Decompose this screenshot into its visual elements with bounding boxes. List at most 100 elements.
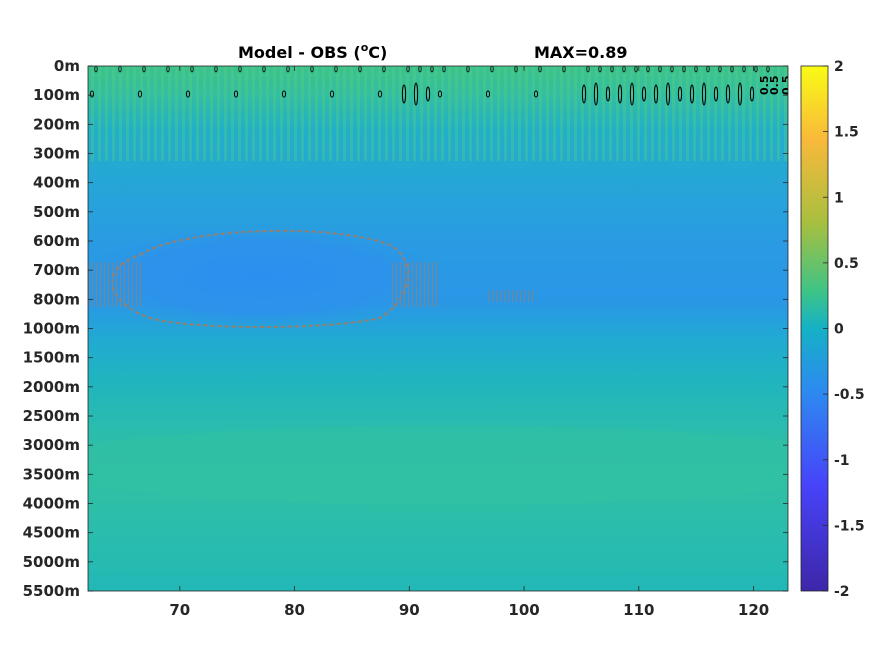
contour-oval — [166, 66, 170, 73]
cold-core — [88, 225, 450, 329]
contour-oval — [689, 84, 695, 104]
y-tick-label: 100m — [33, 86, 80, 104]
contour-oval — [490, 66, 494, 73]
contour-oval — [677, 86, 683, 102]
contour-oval — [262, 66, 266, 73]
x-tick-label: 120 — [738, 601, 769, 619]
plot-area: 0.5 0.5 0.5 — [88, 66, 793, 591]
contour-oval — [142, 66, 146, 73]
grey-contour-hatch-right — [390, 262, 440, 307]
contour-oval — [418, 66, 422, 73]
contour-oval — [754, 66, 758, 73]
chart-title-unit: C) — [368, 43, 387, 62]
contour-oval — [466, 66, 470, 73]
colorbar-tick-label: -2 — [834, 584, 850, 600]
y-tick-label: 2500m — [23, 407, 80, 425]
y-tick-label: 600m — [33, 232, 80, 250]
contour-oval — [329, 90, 335, 98]
contour-oval — [742, 66, 746, 73]
y-tick-label: 300m — [33, 145, 80, 163]
contour-oval — [310, 66, 314, 73]
contour-label: 0.5 — [780, 76, 793, 96]
contour-oval — [377, 90, 383, 98]
contour-oval — [118, 66, 122, 73]
x-tick-label: 90 — [399, 601, 420, 619]
y-tick-label: 5500m — [23, 582, 80, 600]
contour-oval — [89, 90, 95, 98]
x-tick-label: 70 — [169, 601, 190, 619]
y-tick-label: 700m — [33, 261, 80, 279]
contour-label: 0.5 — [758, 76, 771, 96]
contour-oval — [233, 90, 239, 98]
chart-title-main: Model - OBS ( — [238, 43, 361, 62]
contour-oval — [694, 66, 698, 73]
colorbar-tick-label: 2 — [834, 59, 844, 75]
contour-oval — [706, 66, 710, 73]
contour-oval — [286, 66, 290, 73]
contour-oval — [586, 66, 590, 73]
contour-oval — [598, 66, 602, 73]
contour-oval — [425, 86, 431, 102]
colorbar-tick-label: -1 — [834, 453, 850, 469]
contour-oval — [605, 86, 611, 102]
contour-oval — [430, 66, 434, 73]
contour-oval — [641, 86, 647, 102]
contour-oval — [701, 82, 707, 106]
y-tick-label: 5000m — [23, 553, 80, 571]
chart-title-sup: o — [361, 41, 369, 54]
y-tick-label: 1000m — [23, 320, 80, 338]
contour-oval — [437, 90, 443, 98]
contour-oval — [670, 66, 674, 73]
y-tick-label: 200m — [33, 115, 80, 133]
colorbar-ticks: 2 1.5 1 0.5 0 -0.5 -1 -1.5 -2 — [823, 59, 865, 600]
contour-oval — [401, 84, 407, 104]
y-tick-label: 4000m — [23, 495, 80, 513]
contour-oval — [358, 66, 362, 73]
contour-oval — [533, 90, 539, 98]
contour-oval — [334, 66, 338, 73]
contour-label: 0.5 — [768, 76, 781, 96]
contour-oval — [629, 82, 635, 106]
grey-contour — [111, 229, 409, 328]
grey-contour-hatch-left — [88, 262, 143, 307]
contour-oval — [617, 84, 623, 104]
contour-oval — [581, 84, 587, 104]
colorbar-tick-label: 0 — [834, 322, 844, 338]
contour-oval — [485, 90, 491, 98]
contour-oval — [658, 66, 662, 73]
chart-title: Model - OBS (oC) — [238, 41, 387, 62]
contour-oval — [281, 90, 287, 98]
contour-oval — [562, 66, 566, 73]
black-contours — [89, 66, 770, 106]
surface-stripes — [88, 66, 788, 161]
contour-oval — [622, 66, 626, 73]
colorbar-tick-label: 1.5 — [834, 125, 859, 141]
y-tick-label: 3000m — [23, 436, 80, 454]
contour-oval — [610, 66, 614, 73]
contour-oval — [646, 66, 650, 73]
x-tick-label: 110 — [623, 601, 654, 619]
x-axis: 70 80 90 100 110 120 — [169, 66, 769, 619]
contour-oval — [730, 66, 734, 73]
grey-contour-hatch-mid — [485, 290, 535, 302]
contour-oval — [713, 86, 719, 102]
contour-oval — [737, 82, 743, 106]
y-tick-label: 4500m — [23, 524, 80, 542]
colorbar-tick-label: -0.5 — [834, 387, 865, 403]
y-tick-label: 800m — [33, 290, 80, 308]
contour-oval — [653, 84, 659, 104]
contour-oval — [185, 90, 191, 98]
contour-oval — [682, 66, 686, 73]
colorbar-tick-label: 1 — [834, 190, 844, 206]
deep-warm-band — [88, 425, 788, 505]
y-tick-label: 0m — [54, 57, 80, 75]
y-tick-label: 1500m — [23, 349, 80, 367]
contour-oval — [514, 66, 518, 73]
contour-oval — [413, 82, 419, 106]
y-tick-label: 500m — [33, 203, 80, 221]
contour-oval — [718, 66, 722, 73]
y-tick-label: 2000m — [23, 378, 80, 396]
contour-oval — [766, 66, 770, 73]
contour-oval — [94, 66, 98, 73]
contour-oval — [725, 84, 731, 104]
